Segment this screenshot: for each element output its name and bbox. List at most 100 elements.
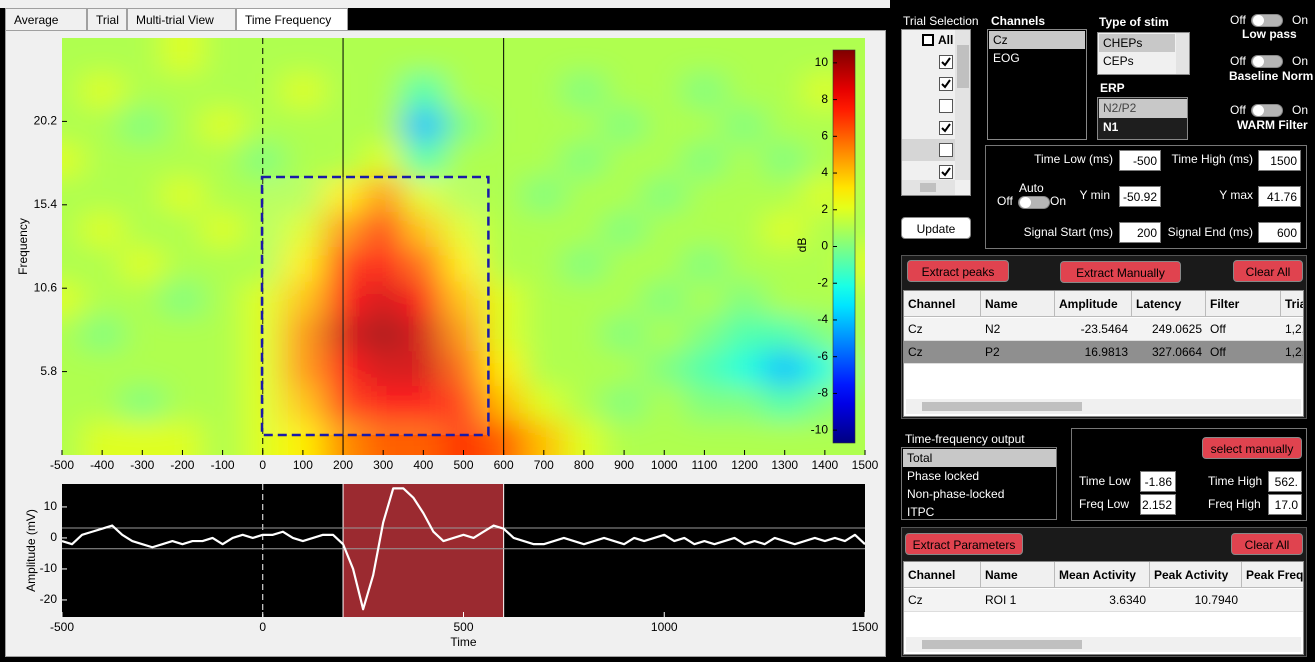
heatmap-cell [62, 177, 83, 213]
update-button[interactable]: Update [901, 217, 971, 239]
x-tick-label: 100 [293, 458, 313, 472]
table-header[interactable]: Peak Frequ [1242, 562, 1303, 588]
toggle-off-label: Off [1230, 54, 1246, 68]
toggle-switch[interactable] [1251, 104, 1283, 117]
heatmap-cell [764, 385, 806, 421]
roi-freq-low-input[interactable]: 2.152 [1140, 494, 1176, 515]
heatmap-cell [62, 38, 83, 74]
stim-item[interactable]: CHEPs [1099, 34, 1175, 52]
extract-manually-button[interactable]: Extract Manually [1060, 261, 1181, 283]
extract-peaks-button[interactable]: Extract peaks [907, 260, 1009, 282]
ymin-input[interactable]: -50.92 [1119, 186, 1161, 207]
channels-list: Cz EOG [987, 29, 1087, 140]
x-tick-label: -500 [50, 620, 74, 634]
stim-scroll[interactable] [1176, 33, 1189, 74]
roi-time-high-label: Time High [1208, 474, 1263, 488]
all-checkbox[interactable] [922, 34, 934, 46]
tab[interactable]: Average [5, 8, 87, 31]
stim-item[interactable]: CEPs [1103, 54, 1134, 68]
x-tick-label: -300 [130, 458, 154, 472]
heatmap-cell [644, 72, 685, 108]
heatmap-cell [122, 177, 163, 213]
table-cell: Off [1210, 345, 1226, 359]
table-header[interactable]: Amplitude [1055, 291, 1132, 317]
x-tick-label: 1000 [651, 458, 678, 472]
peaks-table: ChannelNameAmplitudeLatencyFilterTria Cz N… [903, 290, 1304, 417]
trial-checkbox[interactable] [939, 77, 953, 91]
channel-item[interactable]: EOG [993, 51, 1020, 65]
trial-checkbox[interactable] [939, 55, 953, 69]
ymax-input[interactable]: 41.76 [1258, 186, 1301, 207]
heatmap-cell [684, 211, 725, 247]
heatmap-cell [202, 281, 244, 317]
table-row[interactable] [904, 589, 1303, 612]
heatmap-cell [82, 246, 123, 282]
toggle-switch[interactable] [1018, 196, 1050, 209]
erp-item[interactable]: N2/P2 [1099, 99, 1187, 118]
trial-checkbox[interactable] [939, 121, 953, 135]
all-label: All [938, 33, 954, 47]
tf-output-item[interactable]: Total [903, 449, 1056, 467]
tab[interactable]: Multi-trial View [127, 8, 236, 31]
heatmap-cell [523, 72, 565, 108]
heatmap-cell [523, 420, 565, 455]
tf-output-item[interactable]: Non-phase-locked [907, 487, 1005, 501]
heatmap-cell [563, 72, 605, 108]
time-high-input[interactable]: 1500 [1258, 150, 1301, 171]
heatmap-cell [82, 38, 123, 74]
heatmap-cell [403, 420, 444, 455]
tab[interactable]: Time Frequency [236, 8, 348, 31]
toggle-label: Baseline [1229, 69, 1279, 83]
toggle-switch[interactable] [1251, 14, 1283, 27]
heatmap-cell [403, 72, 444, 108]
table-row[interactable] [904, 341, 1303, 364]
clear-all-button[interactable]: Clear All [1231, 533, 1303, 555]
heatmap-cell [162, 211, 204, 247]
table-header[interactable]: Channel [904, 291, 981, 317]
toggle-switch[interactable] [1251, 55, 1283, 68]
tab[interactable]: Trial [87, 8, 127, 31]
erp-item[interactable]: N1 [1103, 120, 1119, 134]
table-header[interactable]: Tria [1281, 291, 1303, 317]
check-mark [941, 79, 951, 89]
trial-checkbox[interactable] [939, 143, 953, 157]
signal-end-input[interactable]: 600 [1258, 222, 1301, 243]
table-header[interactable]: Name [981, 562, 1055, 588]
table-row[interactable] [904, 318, 1303, 341]
signal-start-input[interactable]: 200 [1119, 222, 1161, 243]
roi-time-high-input[interactable]: 562. [1268, 471, 1302, 492]
table-header[interactable]: Latency [1132, 291, 1206, 317]
heatmap-cell [563, 177, 605, 213]
trial-checkbox[interactable] [939, 165, 953, 179]
heatmap-cell [724, 246, 766, 282]
tf-output-item[interactable]: ITPC [907, 505, 935, 519]
heatmap-cell [724, 211, 766, 247]
table-header[interactable]: Name [981, 291, 1055, 317]
y-tick-label: -20 [40, 592, 58, 606]
time-low-input[interactable]: -500 [1119, 150, 1161, 171]
table-header[interactable]: Channel [904, 562, 981, 588]
waveform [62, 487, 865, 611]
table-cell: 1,2, [1285, 345, 1304, 359]
heatmap-cell [523, 316, 565, 352]
x-tick-label: -400 [90, 458, 114, 472]
tf-output-item[interactable]: Phase locked [907, 469, 980, 483]
heatmap-cell [604, 281, 645, 317]
heatmap-cell [563, 246, 605, 282]
heatmap-cell [724, 281, 766, 317]
table-header[interactable]: Peak Activity [1150, 562, 1242, 588]
table-cell: N2 [985, 322, 1001, 336]
heatmap-cell [644, 420, 685, 455]
select-manually-button[interactable]: select manually [1202, 437, 1302, 459]
roi-freq-high-input[interactable]: 17.0 [1268, 494, 1302, 515]
clear-all-button[interactable]: Clear All [1233, 260, 1303, 282]
heatmap-cell [724, 420, 766, 455]
table-header[interactable]: Mean Activity [1055, 562, 1150, 588]
trial-checkbox[interactable] [939, 99, 953, 113]
table-header[interactable]: Filter [1206, 291, 1281, 317]
roi-time-low-input[interactable]: -1.86 [1140, 471, 1176, 492]
channel-item[interactable]: Cz [989, 31, 1085, 49]
colorbar-tick-label: 10 [815, 55, 829, 69]
extract-parameters-button[interactable]: Extract Parameters [905, 533, 1023, 555]
